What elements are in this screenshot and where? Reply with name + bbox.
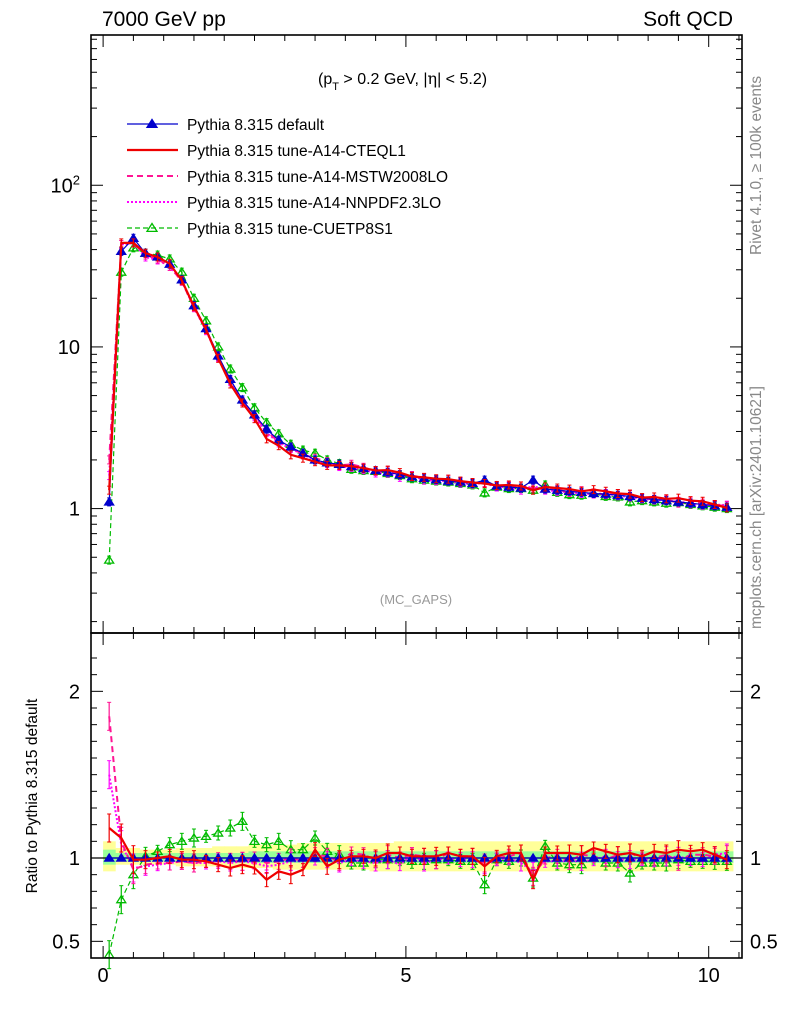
data-point-cuetp8s1 bbox=[478, 879, 491, 889]
ratio-y-tick-label-right: 1 bbox=[750, 848, 761, 870]
series-line-cuetp8s1-ratio bbox=[108, 820, 727, 955]
legend-item-cuetp8s1: Pythia 8.315 tune-CUETP8S1 bbox=[127, 221, 393, 238]
legend-item-cteql1: Pythia 8.315 tune-A14-CTEQL1 bbox=[127, 143, 406, 160]
data-point-default bbox=[273, 852, 285, 862]
data-point-default bbox=[285, 852, 297, 862]
legend-item-mstw: Pythia 8.315 tune-A14-MSTW2008LO bbox=[127, 169, 448, 186]
legend-marker-cuetp8s1 bbox=[145, 222, 159, 233]
data-point-default bbox=[115, 852, 127, 862]
data-point-default bbox=[309, 852, 321, 862]
data-point-cuetp8s1 bbox=[188, 832, 200, 842]
ratio-panel-frame bbox=[90, 632, 743, 959]
data-point-cuetp8s1 bbox=[624, 496, 636, 506]
x-tick-label: 10 bbox=[698, 965, 720, 987]
axes-frames bbox=[90, 34, 743, 959]
data-point-cuetp8s1 bbox=[236, 382, 249, 392]
series-cteql1 bbox=[107, 238, 729, 890]
data-point-cuetp8s1 bbox=[212, 341, 224, 351]
data-point-cuetp8s1 bbox=[103, 554, 115, 564]
data-point-cuetp8s1 bbox=[297, 844, 309, 854]
data-point-default bbox=[103, 852, 115, 862]
data-point-default bbox=[297, 852, 309, 862]
legend-item-nnpdf: Pythia 8.315 tune-A14-NNPDF2.3LO bbox=[127, 195, 441, 212]
data-point-default bbox=[103, 496, 115, 506]
data-point-cuetp8s1 bbox=[273, 836, 285, 846]
data-point-default bbox=[260, 852, 273, 862]
series-line-cuetp8s1-main bbox=[108, 247, 727, 561]
legend: Pythia 8.315 default Pythia 8.315 tune-A1… bbox=[127, 117, 448, 238]
series-line-default-main bbox=[108, 237, 727, 508]
ratio-y-tick-label: 0.5 bbox=[52, 931, 80, 953]
data-point-cuetp8s1 bbox=[236, 816, 249, 826]
data-point-cuetp8s1 bbox=[224, 363, 236, 373]
watermark-label: (MC_GAPS) bbox=[380, 592, 452, 607]
series-nnpdf bbox=[107, 238, 729, 883]
data-point-default bbox=[527, 852, 539, 862]
legend-label-default: Pythia 8.315 default bbox=[187, 117, 325, 134]
ratio-y-tick-label-right: 0.5 bbox=[750, 931, 778, 953]
legend-label-nnpdf: Pythia 8.315 tune-A14-NNPDF2.3LO bbox=[187, 195, 441, 212]
ratio-y-tick-label-right: 2 bbox=[750, 681, 761, 703]
data-point-default bbox=[248, 852, 261, 862]
header-energy-label: 7000 GeV pp bbox=[102, 8, 226, 31]
y-tick-label: 10 bbox=[58, 337, 80, 359]
legend-label-mstw: Pythia 8.315 tune-A14-MSTW2008LO bbox=[187, 169, 448, 186]
data-point-default bbox=[260, 423, 273, 433]
legend-label-cuetp8s1: Pythia 8.315 tune-CUETP8S1 bbox=[187, 221, 393, 238]
data-point-cuetp8s1 bbox=[200, 831, 212, 841]
y-tick-label: 102 bbox=[51, 172, 80, 197]
data-point-cuetp8s1 bbox=[248, 836, 261, 846]
series-line-nnpdf-main bbox=[108, 241, 727, 507]
series-line-cteql1-main bbox=[108, 241, 728, 509]
series-default bbox=[103, 233, 733, 862]
data-point-default bbox=[527, 474, 539, 484]
data-point-cuetp8s1 bbox=[624, 867, 636, 877]
header-process-label: Soft QCD bbox=[643, 8, 733, 31]
series-line-mstw-main bbox=[108, 241, 727, 507]
legend-label-cteql1: Pythia 8.315 tune-A14-CTEQL1 bbox=[187, 143, 406, 160]
data-point-cuetp8s1 bbox=[260, 839, 273, 849]
data-point-cuetp8s1 bbox=[164, 839, 176, 849]
ratio-y-tick-label: 1 bbox=[69, 848, 80, 870]
data-point-default bbox=[285, 441, 297, 451]
legend-item-default: Pythia 8.315 default bbox=[127, 117, 325, 134]
x-tick-label: 5 bbox=[400, 965, 411, 987]
axis-labels: 0 5 10 1 10 102 0.5 0.5 1 1 2 2 Ratio to Pythia 8.31… bbox=[24, 69, 778, 987]
data-point-cuetp8s1 bbox=[212, 827, 224, 837]
series-layer bbox=[103, 233, 733, 970]
data-point-cuetp8s1 bbox=[115, 894, 127, 904]
series-line-cteql1-ratio bbox=[108, 827, 728, 883]
data-point-default bbox=[587, 852, 600, 862]
data-point-default bbox=[696, 852, 709, 862]
data-point-cuetp8s1 bbox=[176, 836, 188, 846]
x-tick-label: 0 bbox=[98, 965, 109, 987]
data-point-cuetp8s1 bbox=[224, 822, 236, 832]
data-point-cuetp8s1 bbox=[127, 242, 140, 252]
chart-title: (pT > 0.2 GeV, |η| < 5.2) bbox=[318, 69, 487, 93]
y-tick-label: 1 bbox=[69, 499, 80, 521]
series-mstw bbox=[107, 238, 729, 886]
ratio-axis-label: Ratio to Pythia 8.315 default bbox=[24, 698, 41, 893]
data-point-cuetp8s1 bbox=[478, 487, 491, 497]
ratio-y-tick-label: 2 bbox=[69, 681, 80, 703]
data-point-cuetp8s1 bbox=[309, 832, 321, 842]
legend-marker-default bbox=[145, 118, 159, 129]
